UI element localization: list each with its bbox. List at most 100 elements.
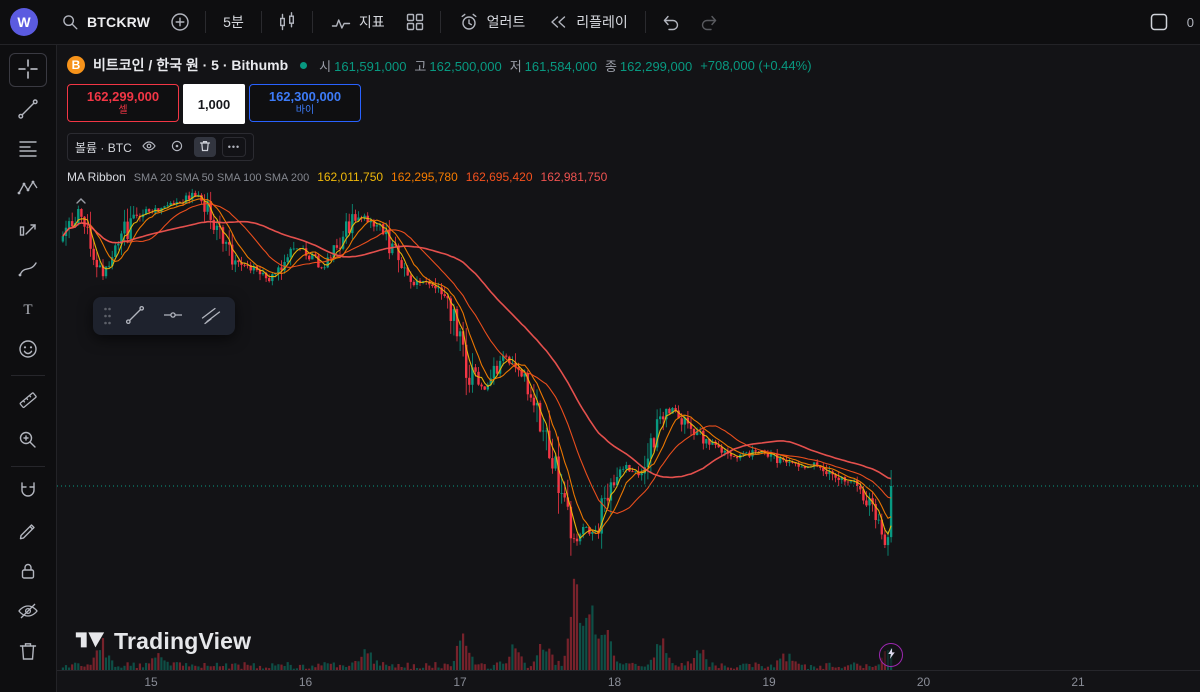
eye-icon — [142, 139, 156, 156]
stay-drawing-mode-button[interactable] — [9, 515, 47, 549]
layout-select-button[interactable] — [1141, 5, 1177, 39]
buy-button[interactable]: 162,300,000 바이 — [249, 84, 361, 122]
sma200-value: 162,981,750 — [540, 170, 608, 184]
pattern-tool-button[interactable] — [9, 173, 47, 207]
brush-icon — [16, 257, 40, 284]
legend-collapse-button[interactable] — [71, 193, 91, 208]
symbol-info-row: B 비트코인 / 한국 원 · 5 · Bithumb 시 161,591,000… — [67, 55, 812, 75]
brush-tool-button[interactable] — [9, 253, 47, 287]
trash-small-icon — [198, 139, 212, 156]
time-label: 19 — [762, 675, 776, 689]
time-label: 15 — [144, 675, 158, 689]
toolbar-divider — [644, 11, 646, 33]
chart-type-button[interactable] — [269, 5, 305, 39]
lightning-bolt-icon — [885, 647, 898, 663]
toolbar-divider — [205, 11, 207, 33]
chart-title[interactable]: 비트코인 / 한국 원 · 5 · Bithumb — [93, 57, 289, 73]
magnet-tool-button[interactable] — [9, 475, 47, 509]
symbol-label: BTCKRW — [87, 14, 151, 30]
toolbar-divider — [439, 11, 441, 33]
fib-tool-button[interactable] — [9, 133, 47, 167]
alert-button[interactable]: 얼러트 — [448, 5, 536, 39]
tradingview-brand-text: TradingView — [114, 628, 252, 654]
user-menu-letter: W — [17, 14, 31, 30]
indicators-button[interactable]: 지표 — [320, 5, 395, 39]
time-label: 16 — [298, 675, 313, 689]
buy-price: 162,300,000 — [268, 88, 342, 104]
replay-rewind-icon — [547, 11, 569, 33]
remove-drawings-button[interactable] — [9, 635, 47, 669]
zoom-tool-button[interactable] — [9, 424, 47, 458]
compare-add-button[interactable] — [162, 5, 198, 39]
volume-more-button[interactable]: ••• — [221, 137, 247, 157]
grid-icon — [404, 11, 426, 33]
replay-label: 리플레이 — [576, 14, 628, 30]
measure-tool-button[interactable] — [9, 384, 47, 418]
alert-label: 얼러트 — [486, 14, 526, 30]
plus-circle-icon — [169, 11, 191, 33]
candles-icon — [276, 11, 298, 33]
chart-legend: B 비트코인 / 한국 원 · 5 · Bithumb 시 161,591,000… — [67, 55, 812, 208]
chart-pane: B 비트코인 / 한국 원 · 5 · Bithumb 시 161,591,000… — [57, 45, 1200, 692]
layout-grid-button[interactable] — [397, 5, 433, 39]
indicators-icon — [330, 11, 352, 33]
smiley-icon — [16, 337, 40, 364]
user-menu-button[interactable]: W — [10, 8, 38, 36]
sma50-value: 162,295,780 — [391, 170, 458, 184]
sidebar-divider — [11, 375, 45, 376]
time-axis[interactable]: 15 16 17 18 19 20 21 — [57, 670, 1200, 692]
settings-icon — [170, 139, 184, 156]
float-parallel-channel-button[interactable] — [193, 301, 229, 331]
text-tool-button[interactable]: T — [9, 293, 47, 327]
emoji-tool-button[interactable] — [9, 333, 47, 367]
tradingview-watermark[interactable]: TradingView — [75, 627, 251, 656]
volume-visibility-button[interactable] — [138, 137, 160, 157]
pencil-icon — [16, 519, 40, 546]
hide-drawings-button[interactable] — [9, 595, 47, 629]
svg-text:T: T — [23, 302, 32, 318]
lock-drawings-button[interactable] — [9, 555, 47, 589]
forecast-icon — [16, 217, 40, 244]
undo-button[interactable] — [653, 5, 689, 39]
ma-ribbon-label[interactable]: MA Ribbon — [67, 170, 126, 184]
eye-off-icon — [16, 599, 40, 626]
undo-arrow-icon — [660, 11, 682, 33]
alarm-clock-icon — [458, 11, 480, 33]
sma100-value: 162,695,420 — [465, 170, 533, 184]
replay-button[interactable]: 리플레이 — [537, 5, 638, 39]
lock-icon — [16, 559, 40, 586]
sell-button[interactable]: 162,299,000 셀 — [67, 84, 179, 122]
toolbar-divider — [260, 11, 262, 33]
sma20-value: 162,011,750 — [317, 170, 384, 184]
drag-handle[interactable] — [99, 301, 115, 331]
time-label: 17 — [453, 675, 467, 689]
interval-button[interactable]: 5분 — [213, 5, 254, 39]
cursor-tool-button[interactable] — [9, 53, 47, 87]
float-trend-line-button[interactable] — [117, 301, 153, 331]
horizontal-line-icon — [162, 304, 184, 329]
trend-line-tool-button[interactable] — [9, 93, 47, 127]
ellipsis-icon: ••• — [227, 142, 241, 152]
redo-button[interactable] — [691, 5, 727, 39]
buy-label: 바이 — [295, 105, 315, 117]
parallel-channel-icon — [200, 304, 222, 329]
time-label: 21 — [1071, 675, 1085, 689]
volume-delete-button[interactable] — [193, 137, 216, 157]
float-horizontal-line-button[interactable] — [155, 301, 191, 331]
xabcd-pattern-icon — [16, 177, 40, 204]
lightning-bolt-button[interactable] — [879, 643, 903, 667]
fib-lines-icon — [16, 137, 40, 164]
quantity-field[interactable]: 1,000 — [183, 84, 245, 124]
sidebar-divider — [11, 466, 45, 467]
volume-settings-button[interactable] — [166, 137, 188, 157]
symbol-search-button[interactable]: BTCKRW — [50, 5, 160, 39]
ruler-icon — [16, 388, 40, 415]
chevron-up-icon — [75, 193, 87, 208]
ma-params-label: SMA 20 SMA 50 SMA 100 SMA 200 — [133, 172, 310, 184]
forecast-tool-button[interactable] — [9, 213, 47, 247]
trend-line-icon — [124, 304, 146, 329]
magnet-icon — [16, 479, 40, 506]
volume-study-label[interactable]: 볼륨 · BTC — [75, 140, 132, 155]
ohlc-close: 종 162,299,000 — [604, 58, 693, 74]
